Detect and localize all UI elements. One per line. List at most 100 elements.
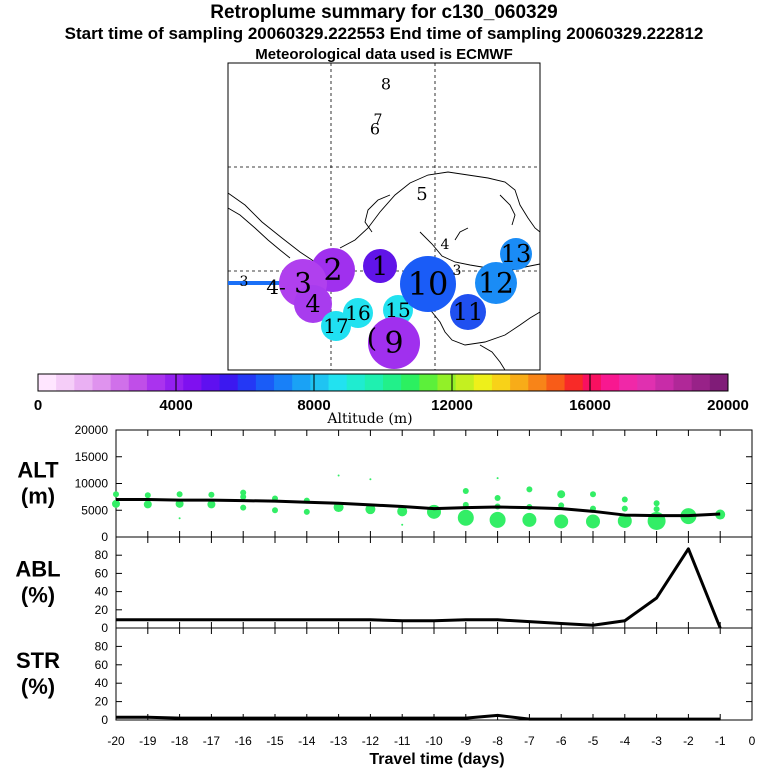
map-label-6: 17 [323, 314, 348, 338]
panel-label-alt: ALT [17, 458, 59, 483]
y-tick-label: 40 [95, 585, 109, 599]
colorbar-cell [564, 374, 584, 391]
map-label-17: 5 [416, 184, 427, 205]
map-label-2: 3 [294, 267, 312, 300]
colorbar-cell [165, 374, 184, 391]
colorbar-cell [709, 374, 729, 391]
alt-dot [496, 477, 499, 480]
x-tick-label: -17 [203, 734, 221, 748]
x-tick-label: -12 [362, 734, 380, 748]
alt-dot [240, 489, 247, 496]
x-tick-label: -20 [107, 734, 125, 748]
x-tick-label: -1 [715, 734, 726, 748]
colorbar-cell [56, 374, 75, 391]
alt-dot [272, 507, 278, 514]
alt-dot [208, 491, 215, 498]
x-tick-label: -14 [298, 734, 316, 748]
alt-dot [112, 499, 120, 508]
panel-str: 0 20 40 60 80 STR(%) [16, 627, 753, 727]
panel-unit-abl: (%) [21, 583, 55, 608]
map-marker-10 [368, 317, 420, 369]
x-axis-label: Travel time (days) [369, 751, 504, 768]
alt-dot [176, 491, 183, 498]
x-tick-label: -5 [588, 734, 599, 748]
x-tick-label: -7 [524, 734, 535, 748]
colorbar-cell [110, 374, 130, 391]
y-tick-label: 80 [95, 639, 109, 653]
map-marker-12 [450, 294, 486, 330]
colorbar-cell [346, 374, 366, 391]
colorbar-cell [401, 374, 420, 391]
map-label-0: 1 [372, 252, 389, 282]
colorbar-cell [510, 374, 529, 391]
sampling-times: Start time of sampling 20060329.222553 E… [64, 24, 704, 43]
map-label-1: 2 [323, 253, 342, 288]
y-tick-label: 15000 [75, 450, 109, 464]
colorbar-cell [582, 374, 602, 391]
map-frame [227, 62, 541, 371]
colorbar-cell [146, 374, 166, 391]
colorbar-tick-label: 16000 [569, 397, 611, 414]
panel-abl: 0 20 40 60 80 ABL(%) [15, 536, 753, 635]
alt-dot [653, 500, 660, 507]
colorbar-cell [310, 374, 330, 391]
colorbar-cell [383, 374, 402, 391]
x-tick-label: -15 [266, 734, 284, 748]
alt-dot [586, 514, 600, 529]
colorbar-cell [92, 374, 112, 391]
map-label-8: 15 [385, 298, 410, 322]
alt-dot [489, 511, 506, 528]
map-label-4: 4- [266, 275, 285, 299]
colorbar-cell [292, 374, 311, 391]
y-tick-label: 0 [101, 713, 108, 727]
map-label-5: 3 [240, 274, 249, 290]
x-tick-label: -16 [235, 734, 253, 748]
colorbar-cell [237, 374, 257, 391]
colorbar-cell [619, 374, 638, 391]
y-tick-label: 80 [95, 548, 109, 562]
colorbar-cell [38, 374, 57, 391]
map-label-15: 3 [453, 263, 462, 279]
map-label-19: 7 [374, 112, 383, 128]
x-tick-label: -8 [492, 734, 503, 748]
map-label-3: 4 [305, 290, 320, 318]
colorbar-tick-label: 0 [34, 397, 42, 414]
colorbar-tick-label: 4000 [159, 397, 192, 414]
colorbar-cell [128, 374, 148, 391]
map-label-11: 10 [408, 265, 449, 303]
x-tick-label: -18 [171, 734, 189, 748]
colorbar-cell [255, 374, 275, 391]
alt-dot [207, 500, 216, 509]
colorbar-tick-label: 8000 [297, 397, 330, 414]
coastlines [227, 171, 541, 371]
y-tick-label: 20 [95, 695, 109, 709]
x-tick-label: -13 [330, 734, 348, 748]
colorbar-tick-label: 20000 [707, 397, 749, 414]
colorbar-cell [219, 374, 239, 391]
colorbar-cell [491, 374, 511, 391]
panel-label-str: STR [16, 648, 60, 673]
series-line-str [116, 713, 721, 721]
colorbar-cell [655, 374, 675, 391]
map-label-13: 12 [478, 267, 514, 300]
panel-unit-str: (%) [21, 674, 55, 699]
alt-dot [621, 496, 628, 503]
x-tick-label: -4 [619, 734, 630, 748]
y-tick-label: 60 [95, 566, 109, 580]
y-tick-label: 60 [95, 658, 109, 672]
alt-dot [554, 514, 569, 529]
y-tick-label: 20000 [75, 423, 109, 437]
alt-dot [337, 474, 340, 477]
colorbar-cell [473, 374, 493, 391]
map-label-7: 16 [345, 301, 370, 325]
alt-dot [240, 504, 247, 511]
map-marker-11 [400, 256, 456, 312]
x-tick-label: -3 [651, 734, 662, 748]
map-marker-7 [343, 298, 373, 328]
x-tick-label: -11 [394, 734, 411, 748]
map-label-14: 13 [501, 240, 532, 268]
colorbar-cell [74, 374, 93, 391]
y-tick-label: 20 [95, 603, 109, 617]
